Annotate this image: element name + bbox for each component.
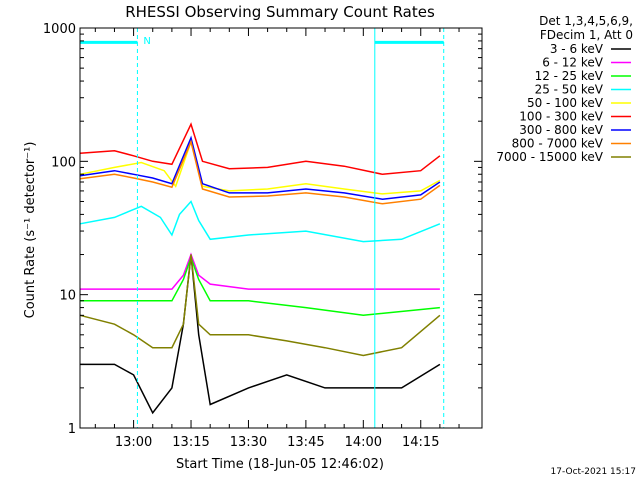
series-line-25-50-kev <box>79 200 441 243</box>
x-tick-label-13-00: 13:00 <box>115 435 152 450</box>
legend-label-100-300-kev: 100 - 300 keV <box>519 110 603 124</box>
series-line-100-300-kev <box>79 122 441 176</box>
legend: Det 1,3,4,5,6,9, FDecim 1, Att 0 3 - 6 k… <box>496 14 633 164</box>
y-axis-label: Count Rate (s⁻¹ detector⁻¹) <box>23 142 38 319</box>
legend-header-line-2: FDecim 1, Att 0 <box>540 28 633 42</box>
legend-label-25-50-kev: 25 - 50 keV <box>535 83 604 97</box>
chart-title: RHESSI Observing Summary Count Rates <box>125 3 435 21</box>
x-axis-label: Start Time (18-Jun-05 12:46:02) <box>176 457 384 472</box>
annotation-1: N <box>143 36 150 47</box>
legend-label-300-800-kev: 300 - 800 keV <box>519 123 603 137</box>
flags-layer: N <box>80 28 445 428</box>
legend-header-line-1: Det 1,3,4,5,6,9, <box>539 14 633 28</box>
series-line-3-6-kev <box>80 254 441 415</box>
x-tick-label-13-15: 13:15 <box>172 435 209 450</box>
x-axis: 13:00 13:15 13:30 13:45 14:00 14:15 <box>94 28 460 450</box>
y-tick-label-10: 10 <box>59 289 76 304</box>
y-tick-label-100: 100 <box>51 155 76 170</box>
series-line-800-7000-kev <box>79 139 441 205</box>
x-tick-label-13-30: 13:30 <box>230 435 267 450</box>
plot-frame <box>79 27 483 429</box>
x-tick-label-14-15: 14:15 <box>402 435 439 450</box>
x-tick-label-13-45: 13:45 <box>287 435 324 450</box>
legend-label-3-6-kev: 3 - 6 keV <box>550 42 604 56</box>
series-layer <box>79 122 441 415</box>
series-line-6-12-kev <box>80 252 440 290</box>
legend-label-50-100-kev: 50 - 100 keV <box>527 96 604 110</box>
y-axis: 1 10 100 1000 <box>43 22 482 437</box>
legend-label-6-12-kev: 6 - 12 keV <box>542 56 604 70</box>
y-tick-label-1: 1 <box>68 422 76 437</box>
series-line-300-800-kev <box>79 135 441 200</box>
series-line-7000-15000-kev <box>79 254 441 357</box>
series-line-12-25-kev <box>80 255 440 317</box>
x-tick-label-14-00: 14:00 <box>345 435 382 450</box>
legend-label-7000-15000-kev: 7000 - 15000 keV <box>496 150 603 164</box>
footer-timestamp: 17-Oct-2021 15:17 <box>551 467 636 477</box>
legend-label-800-7000-kev: 800 - 7000 keV <box>512 137 604 151</box>
y-tick-label-1000: 1000 <box>43 22 76 37</box>
legend-label-12-25-kev: 12 - 25 keV <box>535 69 604 83</box>
